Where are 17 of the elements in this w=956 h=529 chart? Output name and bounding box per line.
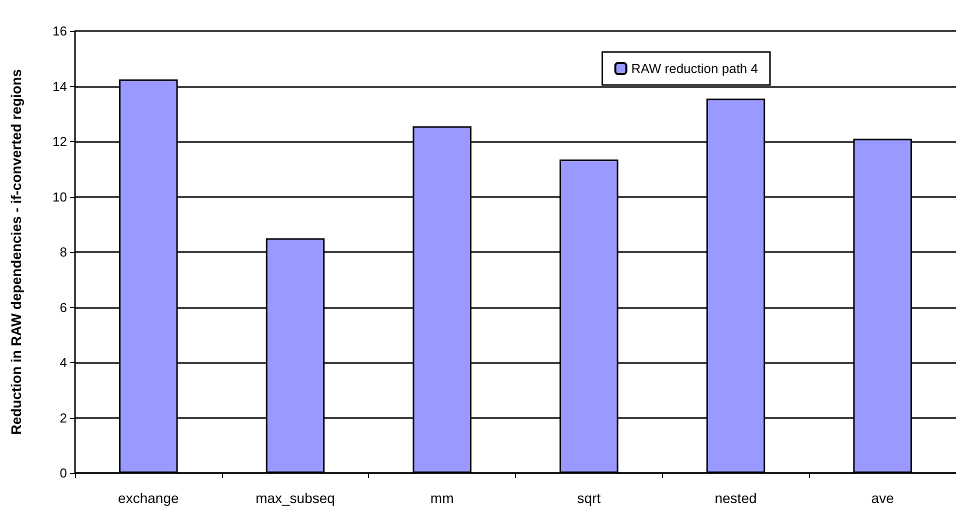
y-tick-label: 8 [60,244,67,260]
y-tick-label: 14 [52,78,67,94]
y-tick-label: 12 [52,134,67,149]
y-axis-title: Reduction in RAW dependencies - if-converted regions [8,68,24,435]
x-tick-label: mm [430,490,454,506]
y-tick-label: 2 [60,410,67,426]
y-tick-label: 0 [60,466,67,480]
y-tick-label: 10 [52,189,67,204]
x-tick-label: ave [871,490,894,506]
x-tick-label: exchange [118,490,179,506]
y-tick-label: 16 [52,24,67,38]
y-tick-label: 6 [60,300,67,315]
y-tick-label: 4 [60,355,67,370]
x-tick-label: max_subseq [256,490,335,506]
legend-label: RAW reduction path 4 [631,61,758,76]
x-tick-label: nested [714,490,757,506]
x-tick-label: sqrt [577,490,601,506]
